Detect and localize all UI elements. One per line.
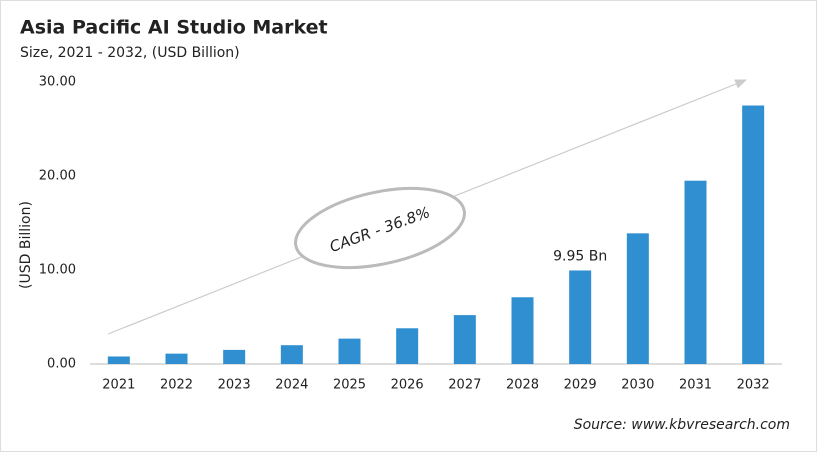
bar — [626, 233, 649, 364]
y-tick-label: 0.00 — [47, 357, 76, 372]
bar — [338, 338, 361, 364]
chart-subtitle: Size, 2021 - 2032, (USD Billion) — [20, 45, 240, 61]
x-tick-label: 2031 — [679, 378, 712, 393]
x-tick-label: 2032 — [737, 378, 770, 393]
bar — [396, 328, 419, 364]
x-tick-label: 2024 — [275, 378, 308, 393]
value-label: 9.95 Bn — [553, 248, 607, 264]
x-tick-label: 2021 — [102, 378, 135, 393]
bar — [107, 356, 130, 364]
bar — [569, 270, 592, 364]
x-tick-label: 2025 — [333, 378, 366, 393]
bar — [223, 349, 246, 364]
y-tick-label: 10.00 — [39, 263, 76, 278]
bar — [511, 297, 534, 364]
bar — [165, 353, 188, 364]
y-tick-label: 30.00 — [39, 75, 76, 90]
x-tick-label: 2026 — [391, 378, 424, 393]
chart-title: Asia Pacific AI Studio Market — [20, 17, 328, 39]
annotation-ellipse — [294, 187, 466, 269]
y-axis-label: (USD Billion) — [18, 201, 34, 289]
bar — [453, 315, 476, 364]
bar — [280, 345, 303, 364]
bar — [742, 105, 765, 364]
x-tick-label: 2029 — [564, 378, 597, 393]
x-tick-label: 2023 — [218, 378, 251, 393]
x-tick-label: 2022 — [160, 378, 193, 393]
x-tick-label: 2030 — [621, 378, 654, 393]
x-tick-label: 2028 — [506, 378, 539, 393]
y-tick-label: 20.00 — [39, 169, 76, 184]
bar — [684, 180, 707, 364]
x-tick-label: 2027 — [448, 378, 481, 393]
source: Source: www.kbvresearch.com — [574, 417, 790, 433]
